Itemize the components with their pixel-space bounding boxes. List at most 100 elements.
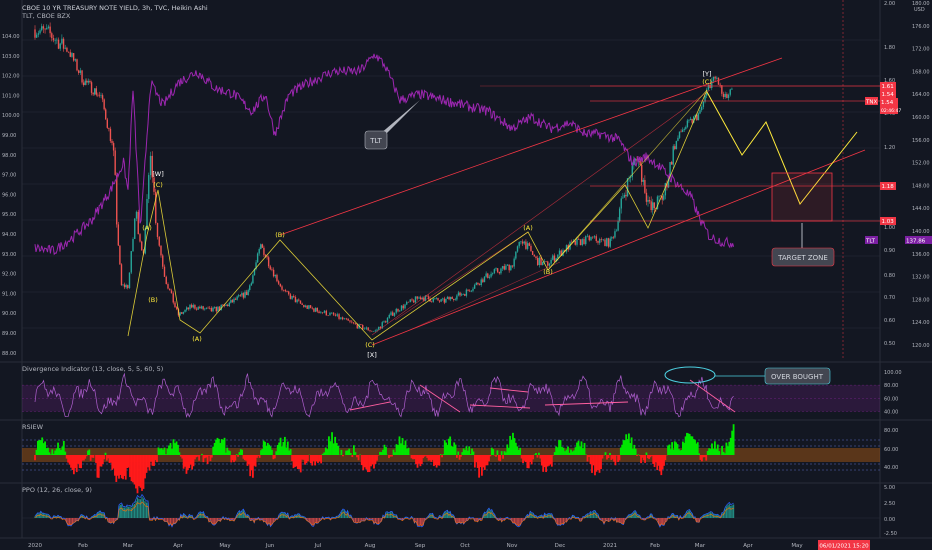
ppo-signal-line	[34, 501, 734, 527]
ppo-hist-bar	[118, 506, 120, 518]
rsiew-bar	[370, 455, 372, 467]
ppo-hist-bar	[367, 518, 369, 520]
target-zone-box	[771, 172, 833, 222]
candle-body	[163, 266, 166, 277]
ppo-hist-bar	[643, 518, 645, 520]
candle-body	[653, 202, 656, 208]
ppo-hist-bar	[386, 512, 389, 518]
rsiew-bar	[323, 452, 326, 455]
ppo-hist-bar	[111, 518, 113, 522]
candle-body	[331, 312, 333, 314]
rsiew-bar	[450, 446, 453, 455]
rsiew-bar	[617, 455, 619, 463]
ppo-hist-bar	[219, 518, 221, 521]
rsiew-bar	[422, 455, 425, 459]
candle-body	[411, 299, 413, 301]
rsiew-bar	[77, 455, 80, 464]
rsiew-bar	[618, 455, 621, 461]
ppo-hist-bar	[356, 518, 358, 523]
ppo-hist-bar	[110, 518, 112, 523]
ppo-hist-bar	[91, 516, 93, 518]
candle-body	[39, 30, 41, 34]
ppo-hist-bar	[464, 518, 466, 522]
rsiew-bar	[92, 455, 95, 458]
time-axis-tick: Nov	[507, 543, 518, 549]
ppo-hist-bar	[123, 507, 125, 518]
ppo-hist-bar	[301, 516, 303, 518]
ppo-hist-bar	[445, 511, 447, 518]
candle-body	[547, 261, 549, 266]
rsiew-bar	[87, 450, 89, 455]
rsiew-bar	[562, 447, 565, 455]
candle-body	[528, 243, 530, 246]
rsiew-bar	[588, 455, 590, 458]
rsiew-bar	[36, 440, 39, 455]
candle-body	[530, 245, 532, 252]
ppo-hist-bar	[518, 518, 520, 527]
candle-body	[236, 296, 238, 300]
candle-body	[304, 305, 307, 307]
rsiew-bar	[397, 444, 399, 455]
rsiew-bar	[245, 455, 248, 461]
candle-body	[82, 82, 85, 86]
candle-body	[176, 307, 178, 310]
candle-body	[320, 312, 322, 314]
rsiew-bar	[641, 455, 644, 458]
ppo-hist-bar	[486, 510, 489, 518]
rsiew-bar	[460, 455, 462, 457]
rsiew-bar	[445, 442, 447, 455]
rsiew-bar	[646, 455, 649, 459]
left-axis-tick: 95.00	[2, 212, 16, 218]
rsiew-bar	[535, 452, 537, 455]
candle-body	[204, 308, 206, 310]
candle-body	[505, 265, 507, 270]
rsiew-bar	[391, 455, 393, 457]
inner-channel-line	[371, 89, 711, 336]
candle-body	[255, 262, 257, 270]
candle-body	[294, 297, 297, 303]
rsiew-bar	[231, 455, 234, 461]
ppo-hist-bar	[389, 512, 392, 518]
rsiew-bar	[89, 455, 92, 461]
tlt-callout-bg	[364, 130, 388, 150]
candle-body	[116, 174, 118, 225]
time-axis-tick: Aug	[365, 543, 376, 549]
rsiew-bar	[389, 455, 392, 457]
ppo-hist-bar	[635, 511, 637, 518]
divergence-tick: 100.00	[884, 370, 902, 376]
candle-body	[565, 245, 568, 252]
candle-body	[220, 304, 222, 311]
elliott-wave-line	[127, 89, 708, 341]
rsiew-bar	[718, 451, 721, 455]
ppo-hist-bar	[76, 518, 78, 520]
ppo-hist-bar	[318, 518, 321, 521]
rsiew-bar	[404, 440, 407, 455]
rsiew-bar	[234, 455, 237, 461]
sub-channel-line-2	[409, 261, 561, 331]
candle-body	[54, 40, 56, 41]
candle-body	[101, 95, 104, 100]
candle-body	[69, 52, 71, 57]
divergence-tick: 80.00	[884, 383, 898, 389]
rsiew-bar	[418, 455, 420, 464]
rsiew-bar	[540, 455, 543, 466]
rsiew-bar	[172, 439, 175, 455]
candle-body	[453, 298, 455, 301]
candle-body	[445, 298, 447, 303]
candle-body	[122, 284, 124, 286]
rsiew-bar	[550, 455, 553, 467]
candle-body	[345, 318, 348, 320]
candle-body	[729, 89, 731, 95]
candle-body	[242, 293, 245, 298]
candle-body	[244, 291, 246, 298]
candle-body	[395, 308, 397, 313]
ppo-hist-bar	[659, 518, 661, 527]
ppo-hist-bar	[368, 518, 371, 520]
rsiew-bar	[144, 455, 146, 479]
rsiew-bar	[252, 455, 254, 478]
right-axis-yield-tick: 0.90	[884, 248, 895, 254]
ppo-hist-bar	[697, 518, 699, 522]
candle-body	[492, 273, 494, 274]
ppo-hist-bar	[215, 518, 217, 523]
